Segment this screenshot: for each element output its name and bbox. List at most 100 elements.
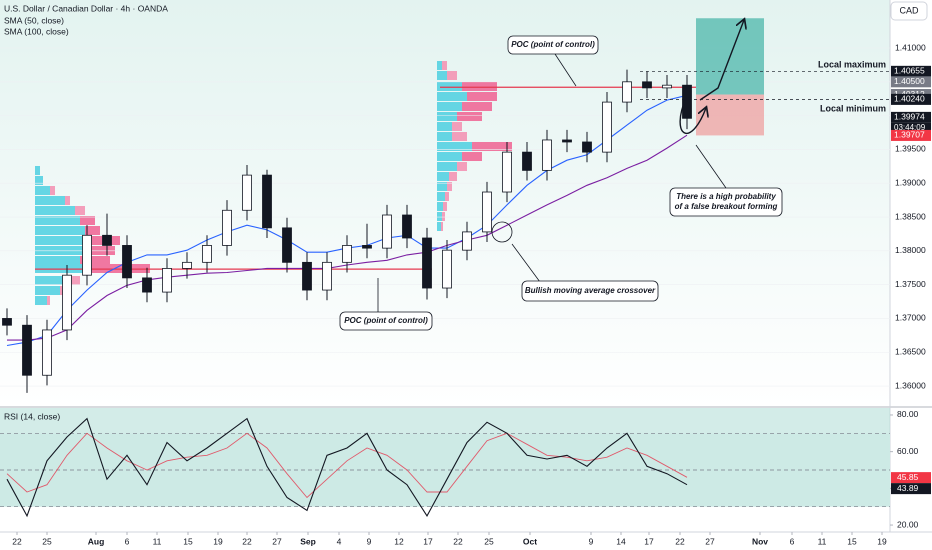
rsi-title: RSI (14, close) <box>4 411 60 421</box>
y-tick-label: 1.38500 <box>895 211 926 221</box>
annotation: POC (point of control) <box>344 316 428 325</box>
x-tick-label: 27 <box>272 536 282 546</box>
y-tick-label: 80.00 <box>897 409 919 419</box>
countdown-box <box>891 122 931 133</box>
annotation: POC (point of control) <box>511 40 595 49</box>
volume-profile-left <box>35 166 150 305</box>
price-label: 1.39707 <box>894 130 925 140</box>
annotation: Local minimum <box>820 103 886 113</box>
y-tick-label: 1.37500 <box>895 279 926 289</box>
price-label-box <box>891 65 931 77</box>
x-tick-label: 14 <box>616 536 626 546</box>
legend-sma50: SMA (50, close) <box>4 15 64 25</box>
x-tick-label: 11 <box>818 536 827 546</box>
price-label: 1.40500 <box>894 76 925 86</box>
candle-body <box>182 261 192 269</box>
y-tick-label: 1.36000 <box>895 380 926 390</box>
candle-body <box>262 174 272 229</box>
candle-body <box>222 209 232 246</box>
y-tick-label: 1.37000 <box>895 313 926 323</box>
candle-body <box>322 261 332 291</box>
candle-body <box>362 245 372 249</box>
x-tick-label: 11 <box>153 536 162 546</box>
volume-profile-right <box>437 61 512 231</box>
candle-body <box>82 234 92 276</box>
y-tick-label: 1.39000 <box>895 177 926 187</box>
price-label: 1.40240 <box>894 94 925 104</box>
candle-body <box>342 245 352 263</box>
x-tick-label: 22 <box>242 536 252 546</box>
candle-body <box>662 84 672 89</box>
candle-body <box>22 324 32 376</box>
price-label: 1.40312 <box>894 89 925 99</box>
annotation: Local maximum <box>818 59 886 69</box>
x-tick-label: 22 <box>453 536 463 546</box>
candle-body <box>62 274 72 331</box>
x-tick-label: 19 <box>213 536 223 546</box>
candle-body <box>582 141 592 153</box>
price-label-box <box>891 129 931 141</box>
candle-body <box>622 81 632 103</box>
candle-body <box>42 329 52 376</box>
x-tick-label: 15 <box>847 536 857 546</box>
price-label-box <box>891 111 931 123</box>
x-tick-label: 12 <box>394 536 404 546</box>
price-label-box <box>891 76 931 88</box>
price-label: 1.40655 <box>894 66 925 76</box>
legend-sma100: SMA (100, close) <box>4 26 69 36</box>
value-marker: 43.89 <box>897 483 919 493</box>
symbol-title: U.S. Dollar / Canadian Dollar · 4h · OAN… <box>4 3 168 13</box>
rsi-band-upper <box>0 408 890 434</box>
annotation: There is a high probability <box>676 192 776 201</box>
candle-body <box>302 261 312 291</box>
x-tick-label: 6 <box>125 536 130 546</box>
x-tick-label: 19 <box>877 536 887 546</box>
candle-body <box>382 214 392 249</box>
candle-body <box>682 84 692 119</box>
y-tick-label: 1.38000 <box>895 245 926 255</box>
currency-button[interactable] <box>890 1 928 21</box>
x-tick-label: 9 <box>367 536 372 546</box>
y-tick-label: 20.00 <box>897 519 919 529</box>
candle-body <box>502 151 512 193</box>
x-tick-label: Sep <box>300 536 316 546</box>
position-stop <box>696 94 764 136</box>
x-tick-label: 6 <box>790 536 795 546</box>
callouts <box>377 20 744 312</box>
x-tick-label: 22 <box>675 536 685 546</box>
value-marker: 45.85 <box>897 472 919 482</box>
candle-body <box>542 139 552 171</box>
candle-body <box>142 277 152 293</box>
x-tick-label: 9 <box>589 536 594 546</box>
x-tick-label: 25 <box>484 536 494 546</box>
rsi-line <box>6 417 688 518</box>
price-label: 1.39974 <box>894 112 925 122</box>
candle-body <box>202 245 212 263</box>
candle-body <box>482 191 492 233</box>
x-tick-label: 15 <box>183 536 193 546</box>
candle-body <box>562 139 572 143</box>
candle-body <box>442 249 452 289</box>
candle-body <box>242 174 252 211</box>
candle-body <box>162 268 172 293</box>
candle-body <box>122 245 132 279</box>
x-tick-label: Nov <box>752 536 768 546</box>
x-tick-label: 25 <box>42 536 52 546</box>
x-tick-label: 27 <box>705 536 715 546</box>
x-tick-label: 17 <box>644 536 654 546</box>
candle-body <box>102 234 112 246</box>
currency-label[interactable]: CAD <box>899 5 919 15</box>
x-tick-label: Oct <box>523 536 537 546</box>
y-tick-label: 1.39500 <box>895 144 926 154</box>
annotation: Bullish moving average crossover <box>525 286 656 295</box>
candle-body <box>422 237 432 289</box>
candle-body <box>642 81 652 89</box>
price-label-box <box>891 93 931 105</box>
candle-body <box>282 227 292 263</box>
candle-body <box>2 318 12 326</box>
callout-boxes <box>339 35 783 331</box>
x-tick-label: Aug <box>88 536 105 546</box>
candle-body <box>522 151 532 171</box>
annotation: of a false breakout forming <box>675 202 778 211</box>
